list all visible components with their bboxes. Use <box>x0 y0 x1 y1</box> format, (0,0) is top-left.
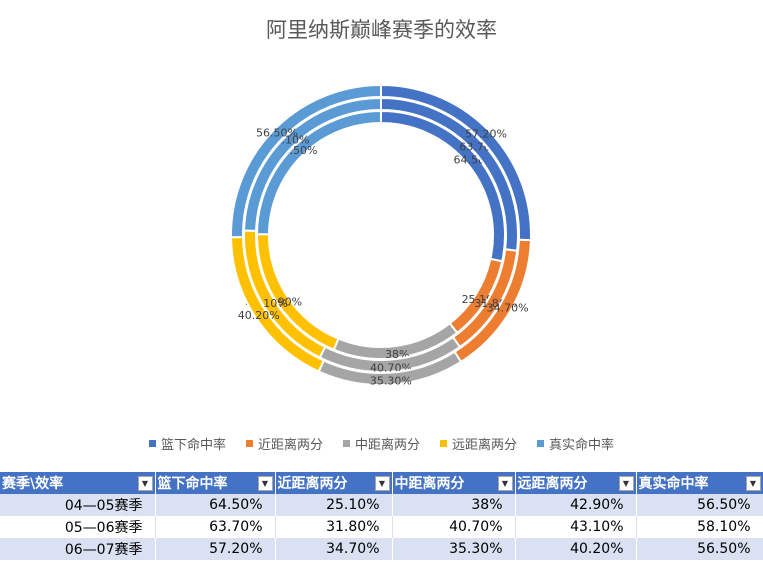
legend-swatch <box>537 440 545 447</box>
value-cell[interactable]: 56.50% <box>636 538 763 560</box>
column-header: 远距离两分 ▼ <box>515 472 637 494</box>
legend-swatch <box>440 440 447 447</box>
chart-area: 阿里纳斯巅峰赛季的效率 64.50% 25.10% 38% 42.90% 56.50% 6… <box>0 18 763 453</box>
column-header: 近距离两分 ▼ <box>275 472 393 494</box>
data-label: 34.70% <box>487 302 529 315</box>
filter-dropdown-icon[interactable]: ▼ <box>374 475 390 491</box>
ring-series-1 <box>255 109 506 360</box>
legend-swatch <box>342 440 350 447</box>
table-row: 06—07赛季 57.20% 34.70% 35.30% 40.20% 56.50% <box>0 538 763 560</box>
legend-item: 真实命中率 <box>537 434 614 453</box>
value-cell[interactable]: 56.50% <box>636 494 763 516</box>
table-header-row: 赛季\效率 ▼ 篮下命中率 ▼ 近距离两分 ▼ 中距离两分 ▼ 远距离两分 ▼ 真实命中率 ▼ <box>0 472 763 494</box>
column-header-label: 真实命中率 <box>638 476 709 492</box>
value-cell[interactable]: 25.10% <box>275 494 393 516</box>
value-cell[interactable]: 31.80% <box>275 516 393 538</box>
value-cell[interactable]: 34.70% <box>275 538 393 560</box>
legend-label: 远距离两分 <box>452 438 518 453</box>
ring-series-2 <box>243 96 519 373</box>
column-header-label: 篮下命中率 <box>157 476 228 492</box>
value-cell[interactable]: 58.10% <box>636 516 763 538</box>
value-cell[interactable]: 57.20% <box>155 538 276 560</box>
legend-label: 中距离两分 <box>354 438 420 453</box>
legend-label: 近距离两分 <box>257 438 323 453</box>
column-header-label: 赛季\效率 <box>2 476 64 492</box>
row-label-cell[interactable]: 06—07赛季 <box>0 538 156 560</box>
data-label: 35.30% <box>370 375 412 388</box>
legend-swatch <box>148 440 156 447</box>
legend-item: 近距离两分 <box>245 434 323 453</box>
table-body: 04—05赛季 64.50% 25.10% 38% 42.90% 56.50% 05—06赛… <box>0 494 763 560</box>
legend-item: 篮下命中率 <box>148 434 226 453</box>
legend-label: 篮下命中率 <box>160 438 226 453</box>
column-header-label: 中距离两分 <box>394 476 465 492</box>
value-cell[interactable]: 63.70% <box>155 516 276 538</box>
table-row: 04—05赛季 64.50% 25.10% 38% 42.90% 56.50% <box>0 494 763 516</box>
column-header: 篮下命中率 ▼ <box>155 472 276 494</box>
slice-1-5 <box>255 109 382 236</box>
legend-item: 远距离两分 <box>440 434 517 453</box>
value-cell[interactable]: 42.90% <box>515 494 637 516</box>
legend-label: 真实命中率 <box>549 438 615 453</box>
column-header: 真实命中率 ▼ <box>636 472 763 494</box>
slice-3-5 <box>230 83 382 239</box>
value-cell[interactable]: 35.30% <box>392 538 516 560</box>
data-table: 赛季\效率 ▼ 篮下命中率 ▼ 近距离两分 ▼ 中距离两分 ▼ 远距离两分 ▼ 真实命中率 ▼ 04—… <box>0 472 763 560</box>
column-header: 赛季\效率 ▼ <box>0 472 156 494</box>
value-cell[interactable]: 40.70% <box>392 516 516 538</box>
row-label-cell[interactable]: 04—05赛季 <box>0 494 156 516</box>
filter-dropdown-icon[interactable]: ▼ <box>257 475 273 491</box>
legend-item: 中距离两分 <box>342 434 420 453</box>
filter-dropdown-icon[interactable]: ▼ <box>137 475 153 491</box>
table-row: 05—06赛季 63.70% 31.80% 40.70% 43.10% 58.10% <box>0 516 763 538</box>
chart-legend: 篮下命中率 近距离两分 中距离两分 远距离两分 真实命中率 <box>0 434 763 453</box>
column-header-label: 远距离两分 <box>517 476 588 492</box>
chart-title: 阿里纳斯巅峰赛季的效率 <box>266 18 497 42</box>
value-cell[interactable]: 38% <box>392 494 516 516</box>
value-cell[interactable]: 43.10% <box>515 516 637 538</box>
slice-2-5 <box>243 96 382 232</box>
data-label: 40.20% <box>238 309 280 322</box>
column-header: 中距离两分 ▼ <box>392 472 516 494</box>
legend-swatch <box>245 440 253 447</box>
filter-dropdown-icon[interactable]: ▼ <box>497 475 513 491</box>
data-label: 56.50% <box>256 127 298 140</box>
value-cell[interactable]: 64.50% <box>155 494 276 516</box>
column-header-label: 近距离两分 <box>277 476 348 492</box>
donut-chart: 64.50%25.10%38%42.90%56.50% 63.70%31.80%4… <box>230 83 532 388</box>
row-label-cell[interactable]: 05—06赛季 <box>0 516 156 538</box>
value-cell[interactable]: 40.20% <box>515 538 637 560</box>
filter-dropdown-icon[interactable]: ▼ <box>618 475 634 491</box>
ring-series-3 <box>230 83 532 386</box>
filter-dropdown-icon[interactable]: ▼ <box>745 475 761 491</box>
data-label: 57.20% <box>465 128 507 141</box>
